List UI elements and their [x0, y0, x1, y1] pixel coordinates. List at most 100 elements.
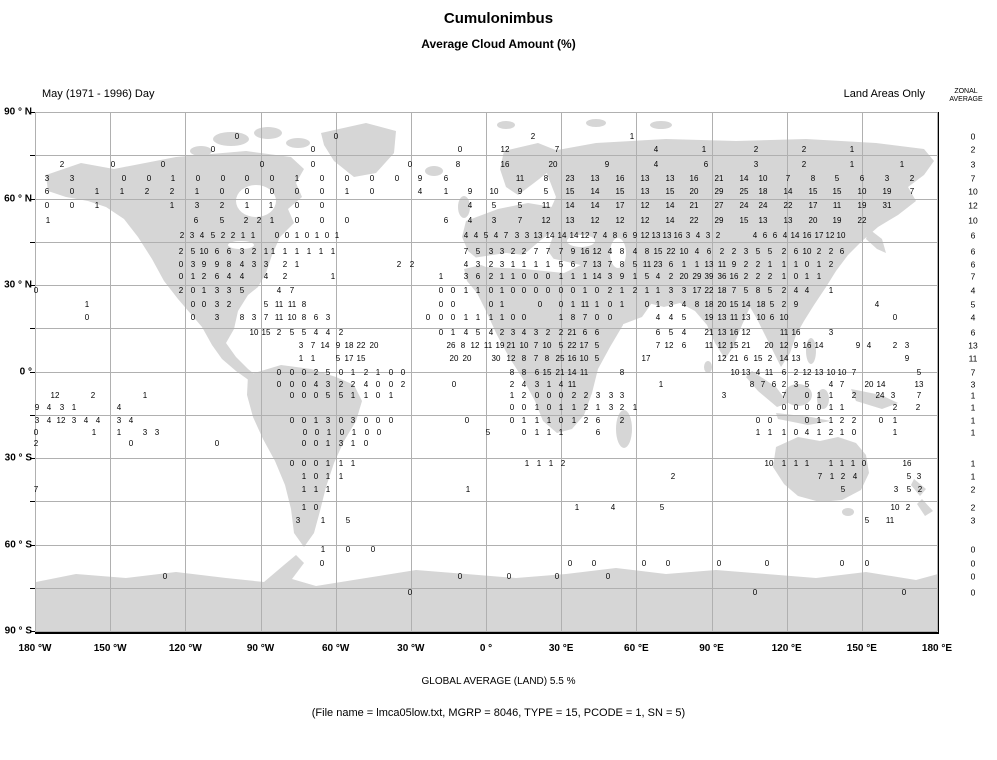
latitude-gridline: [35, 631, 937, 632]
cloud-amount-value: 1: [314, 231, 320, 240]
cloud-amount-value: 7: [503, 231, 509, 240]
philippines-shape: [806, 338, 816, 364]
cloud-amount-value: 4: [463, 328, 469, 337]
cloud-amount-value: 6: [681, 341, 687, 350]
cloud-amount-value: 10: [287, 313, 297, 322]
cloud-amount-value: 1: [313, 416, 319, 425]
cloud-amount-value: 2: [521, 391, 527, 400]
cloud-amount-value: 0: [69, 187, 75, 196]
cloud-amount-value: 4: [655, 272, 661, 281]
cloud-amount-value: 0: [338, 368, 344, 377]
cloud-amount-value: 0: [407, 160, 413, 169]
cloud-amount-value: 1: [263, 247, 269, 256]
x-axis-label: 90 °E: [699, 643, 724, 654]
cloud-amount-value: 4: [263, 272, 269, 281]
cloud-amount-value: 0: [289, 368, 295, 377]
cloud-amount-value: 1: [582, 272, 588, 281]
cloud-amount-value: 0: [545, 286, 551, 295]
cloud-amount-value: 3: [893, 485, 899, 494]
x-axis-label: 150 °W: [93, 643, 127, 654]
cloud-amount-value: 0: [310, 145, 316, 154]
cloud-amount-value: 15: [615, 187, 625, 196]
cloud-amount-value: 7: [760, 380, 766, 389]
cloud-amount-value: 4: [607, 247, 613, 256]
zonal-average-value: 4: [970, 312, 976, 323]
cloud-amount-value: 1: [45, 216, 51, 225]
cloud-amount-value: 1: [655, 300, 661, 309]
cloud-amount-value: 1: [350, 391, 356, 400]
latitude-tick: [30, 285, 35, 286]
cloud-amount-value: 4: [521, 380, 527, 389]
cloud-amount-value: 2: [743, 260, 749, 269]
cloud-amount-value: 12: [541, 216, 551, 225]
longitude-gridline: [937, 112, 938, 631]
cloud-amount-value: 0: [234, 132, 240, 141]
cloud-amount-value: 1: [839, 403, 845, 412]
cloud-amount-value: 0: [370, 545, 376, 554]
black-sea-shape: [567, 235, 595, 247]
cloud-amount-value: 3: [214, 313, 220, 322]
cloud-amount-value: 20: [717, 300, 727, 309]
x-axis-label: 60 °W: [321, 643, 350, 654]
cloud-amount-value: 11: [515, 174, 525, 183]
cloud-amount-value: 3: [491, 216, 497, 225]
cloud-amount-value: 4: [681, 300, 687, 309]
australia-shape: [773, 437, 869, 502]
cloud-amount-value: 4: [558, 380, 564, 389]
cloud-amount-value: 0: [276, 368, 282, 377]
cloud-amount-value: 7: [533, 247, 539, 256]
cloud-amount-value: 10: [802, 247, 812, 256]
cloud-amount-value: 6: [534, 368, 540, 377]
cloud-amount-value: 3: [499, 247, 505, 256]
cloud-amount-value: 11: [779, 328, 789, 337]
global-average-label: GLOBAL AVERAGE (LAND) 5.5 %: [421, 676, 576, 687]
cloud-amount-value: 12: [717, 354, 727, 363]
tasmania-shape: [842, 508, 854, 516]
cloud-amount-value: 2: [350, 380, 356, 389]
cloud-amount-value: 0: [450, 313, 456, 322]
cloud-amount-value: 15: [832, 187, 842, 196]
cloud-amount-value: 2: [583, 416, 589, 425]
cloud-amount-value: 4: [239, 272, 245, 281]
cloud-amount-value: 12: [580, 231, 590, 240]
cloud-amount-value: 7: [463, 247, 469, 256]
cloud-amount-value: 19: [857, 201, 867, 210]
cloud-amount-value: 0: [338, 416, 344, 425]
y-axis-label: 30 ° S: [4, 452, 32, 464]
cloud-amount-value: 7: [33, 485, 39, 494]
cloud-amount-value: 17: [692, 286, 702, 295]
cloud-amount-value: 12: [664, 341, 674, 350]
cloud-amount-value: 12: [741, 328, 751, 337]
cloud-amount-value: 11: [764, 368, 774, 377]
cloud-amount-value: 3: [194, 201, 200, 210]
cloud-amount-value: 1: [84, 300, 90, 309]
cloud-amount-value: 20: [369, 341, 379, 350]
cloud-amount-value: 30: [491, 354, 501, 363]
cloud-amount-value: 16: [567, 354, 577, 363]
cloud-amount-value: 1: [350, 439, 356, 448]
cloud-amount-value: 2: [917, 485, 923, 494]
cloud-amount-value: 9: [604, 160, 610, 169]
cloud-amount-value: 4: [313, 380, 319, 389]
cloud-amount-value: 2: [801, 160, 807, 169]
cloud-amount-value: 1: [829, 472, 835, 481]
cloud-amount-value: 3: [533, 328, 539, 337]
cloud-amount-value: 0: [344, 174, 350, 183]
cloud-amount-value: 0: [793, 428, 799, 437]
cloud-amount-value: 2: [781, 247, 787, 256]
cloud-amount-value: 2: [276, 328, 282, 337]
cloud-amount-value: 1: [816, 391, 822, 400]
zonal-average-value: 0: [970, 571, 976, 582]
cloud-amount-value: 12: [500, 145, 510, 154]
cloud-amount-value: 14: [876, 380, 886, 389]
cloud-amount-value: 0: [407, 588, 413, 597]
cloud-amount-value: 9: [467, 187, 473, 196]
cloud-amount-value: 4: [828, 380, 834, 389]
zonal-average-value: 0: [970, 131, 976, 142]
latitude-gridline: [35, 328, 937, 330]
cloud-amount-value: 7: [289, 286, 295, 295]
cloud-amount-value: 13: [665, 174, 675, 183]
cloud-amount-value: 0: [425, 313, 431, 322]
latitude-gridline: [35, 501, 937, 503]
